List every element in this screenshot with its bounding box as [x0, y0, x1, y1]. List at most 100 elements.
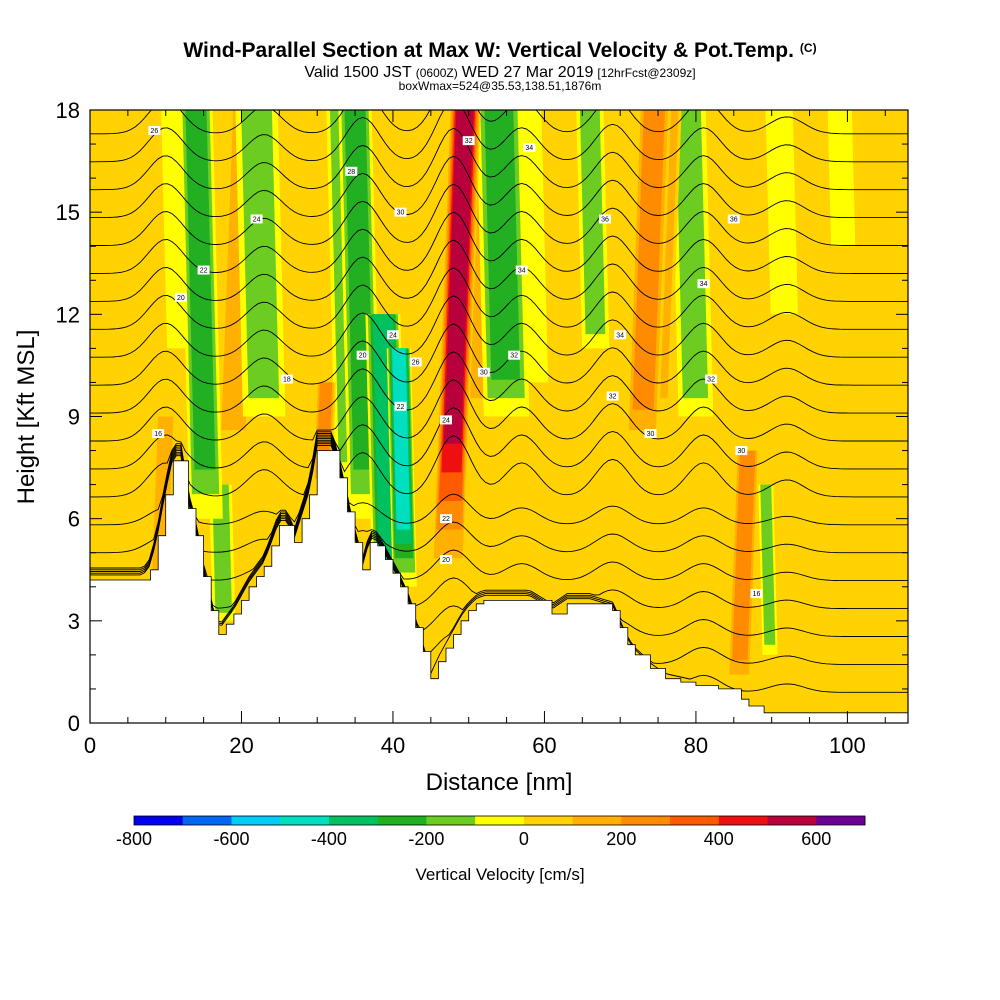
- w-band-5-layer-1: [241, 110, 280, 399]
- colorbar-segment: [670, 816, 720, 825]
- isentrope-line: [90, 438, 908, 582]
- isentrope-label: 20: [356, 350, 369, 360]
- svg-text:24: 24: [253, 216, 261, 223]
- isentrope-label: 16: [152, 429, 165, 439]
- isentrope-line: [90, 441, 908, 637]
- terrain: [90, 450, 908, 723]
- isentrope-label: 26: [148, 125, 161, 135]
- colorbar-segment: [523, 816, 573, 825]
- x-tick-label: 0: [84, 733, 96, 758]
- svg-text:34: 34: [525, 145, 533, 152]
- isentrope-label: 34: [697, 279, 710, 289]
- svg-text:30: 30: [647, 431, 655, 438]
- colorbar-segment: [426, 816, 476, 825]
- y-tick-label: 3: [68, 609, 80, 634]
- w-band-2-layer-0: [827, 110, 856, 247]
- svg-text:36: 36: [601, 216, 609, 223]
- isentrope-line: [90, 444, 908, 693]
- isentrope-line: [90, 434, 908, 526]
- w-band-21-layer-4: [392, 348, 411, 530]
- isentrope-label: 32: [508, 350, 521, 360]
- isentrope-line: [90, 155, 908, 219]
- colorbar-segment: [475, 816, 525, 825]
- isentrope-label: 34: [523, 142, 536, 152]
- colorbar-segment: [231, 816, 281, 825]
- vertical-velocity-field: [148, 110, 856, 689]
- isentrope-line: [90, 443, 908, 665]
- svg-text:28: 28: [347, 169, 355, 176]
- colorbar-tick-label: 200: [606, 829, 636, 849]
- svg-text:30: 30: [397, 210, 405, 217]
- svg-text:22: 22: [200, 268, 208, 275]
- x-axis: 0 20 40 60 80 100: [84, 110, 886, 758]
- x-tick-label: 60: [532, 733, 556, 758]
- chart-box-info: boxWmax=524@35.53,138.51,1876m: [399, 79, 602, 93]
- isentrope-label: 24: [439, 415, 452, 425]
- isentrope-line: [90, 407, 908, 470]
- w-band-10-layer-1: [675, 110, 709, 399]
- isentrope-label: 32: [462, 136, 475, 146]
- svg-text:36: 36: [730, 216, 738, 223]
- y-tick-label: 0: [68, 711, 80, 736]
- isentrope-line: [90, 211, 908, 274]
- colorbar-tick-label: -800: [116, 829, 152, 849]
- colorbar-label: Vertical Velocity [cm/s]: [415, 865, 584, 884]
- svg-text:32: 32: [465, 138, 473, 145]
- isentrope-line: [90, 110, 908, 163]
- x-axis-label: Distance [nm]: [426, 769, 573, 796]
- svg-text:26: 26: [412, 360, 420, 367]
- svg-text:30: 30: [480, 370, 488, 377]
- isentrope-label: 32: [606, 391, 619, 401]
- colorbar-segment: [182, 816, 232, 825]
- colorbar-tick-label: 400: [704, 829, 734, 849]
- colorbar-segment: [816, 816, 866, 825]
- isentrope-line: [90, 110, 908, 135]
- isentrope-line: [90, 379, 908, 442]
- w-band-22-layer-5: [443, 110, 474, 444]
- y-tick-label: 18: [56, 98, 80, 123]
- chart-subtitle: Valid 1500 JST (0600Z) WED 27 Mar 2019 [12h…: [304, 64, 695, 81]
- isentrope-line: [90, 239, 908, 302]
- w-band-3-layer-0: [765, 110, 798, 315]
- colorbar-segment: [280, 816, 330, 825]
- svg-text:32: 32: [707, 377, 715, 384]
- colorbar-segment: [718, 816, 768, 825]
- x-tick-label: 100: [829, 733, 866, 758]
- isentrope-line: [90, 439, 908, 610]
- chart-title: Wind-Parallel Section at Max W: Vertical…: [183, 39, 816, 62]
- svg-text:34: 34: [700, 281, 708, 288]
- isentrope-label: 20: [439, 555, 452, 565]
- w-band-18-layer-2: [344, 110, 375, 470]
- svg-text:32: 32: [609, 394, 617, 401]
- svg-text:24: 24: [389, 332, 397, 339]
- colorbar-frame: [133, 815, 866, 826]
- isentrope-label: 36: [599, 214, 612, 224]
- colorbar-segment: [328, 816, 378, 825]
- svg-text:30: 30: [737, 448, 745, 455]
- isentrope-label: 22: [197, 265, 210, 275]
- svg-text:20: 20: [359, 353, 367, 360]
- colorbar-segment: [377, 816, 427, 825]
- isentrope-lines: [90, 110, 908, 693]
- colorbar-segment: [134, 816, 184, 825]
- y-tick-label: 12: [56, 302, 80, 327]
- x-tick-label: 80: [684, 733, 708, 758]
- svg-text:16: 16: [753, 591, 761, 598]
- isentrope-label: 22: [439, 514, 452, 524]
- colorbar-segment: [621, 816, 671, 825]
- svg-text:20: 20: [442, 557, 450, 564]
- isentrope-line: [90, 436, 908, 554]
- isentrope-label: 26: [409, 357, 422, 367]
- svg-text:18: 18: [283, 377, 291, 384]
- colorbar-tick-label: -400: [311, 829, 347, 849]
- isentrope-label: 34: [614, 330, 627, 340]
- svg-text:16: 16: [154, 431, 162, 438]
- y-tick-label: 15: [56, 200, 80, 225]
- isentrope-line: [90, 433, 908, 498]
- svg-text:32: 32: [510, 353, 518, 360]
- svg-text:20: 20: [177, 295, 185, 302]
- isentrope-line: [90, 295, 908, 358]
- colorbar-tick-label: 0: [519, 829, 529, 849]
